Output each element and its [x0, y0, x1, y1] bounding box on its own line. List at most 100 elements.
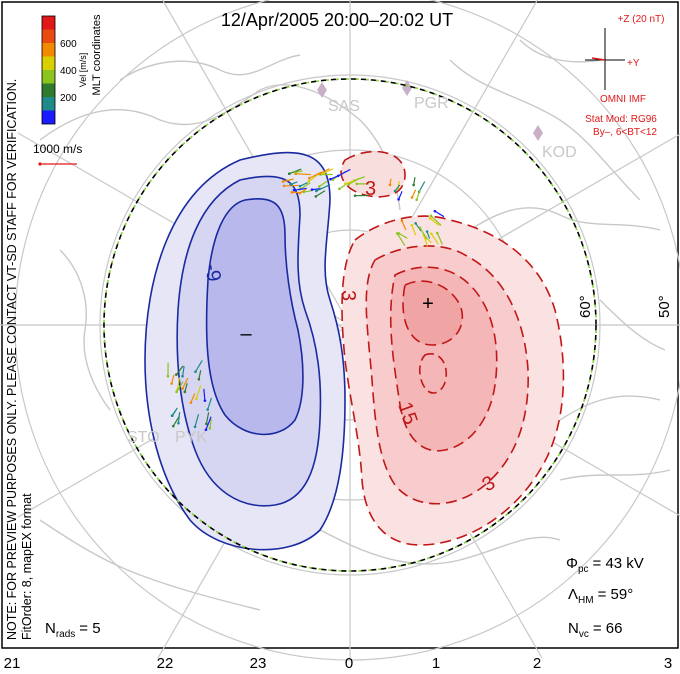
colorbar-ticks: 600 400 200 [60, 39, 77, 104]
radar-count: Nrads = 5 [45, 620, 101, 640]
station-marker-sas [317, 82, 327, 98]
velocity-vector-origin [170, 414, 174, 417]
velocity-vector-origin [205, 422, 208, 426]
colorbar-swatch [42, 56, 55, 70]
velocity-vector-origin [290, 191, 294, 194]
velocity-vector-origin [195, 397, 198, 401]
velocity-vector [171, 374, 175, 384]
velocity-vector-origin [310, 188, 314, 191]
velocity-vector [323, 168, 334, 174]
mlt-tick-23: 23 [250, 655, 267, 672]
velocity-vector [423, 235, 429, 247]
velocity-vector-origin [412, 183, 415, 187]
velocity-vector [203, 388, 206, 401]
colorbar-swatch [42, 43, 55, 57]
velocity-vector [207, 397, 213, 410]
velocity-vector [282, 178, 294, 183]
velocity-vector-origin [425, 230, 429, 233]
station-label-sto: STO [127, 429, 160, 446]
velocity-vector-origin [166, 374, 170, 378]
velocity-vector-origin [292, 188, 296, 192]
velocity-vector [396, 233, 406, 246]
velocity-vector [429, 217, 440, 226]
fit-order-note: FitOrder: 8, mapEX format [20, 493, 34, 640]
velocity-vector [398, 190, 403, 200]
velocity-vector [205, 412, 210, 424]
velocity-vector [345, 179, 355, 185]
velocity-vector-origin [307, 179, 311, 183]
velocity-vector-origin [353, 194, 357, 197]
hm-latitude: ΛHM = 59° [568, 586, 633, 606]
velocity-vector-origin [347, 182, 351, 186]
velocity-vector [315, 190, 326, 197]
velocity-vector-origin [298, 184, 302, 188]
velocity-vector [319, 168, 330, 175]
colorbar-tick-400: 400 [60, 66, 77, 77]
velocity-vector [293, 187, 307, 191]
map-title: 12/Apr/2005 20:00–20:02 UT [221, 10, 453, 30]
colorbar-unit-label: Vel [m/s] [78, 53, 88, 88]
velocity-vector-origin [397, 198, 400, 201]
velocity-vector-origin [181, 387, 184, 390]
colorbar-swatch [42, 29, 55, 43]
velocity-vector [295, 173, 312, 176]
potential-max-marker: + [422, 293, 434, 315]
velocity-vector-origin [415, 198, 418, 202]
velocity-vector-origin [289, 183, 292, 186]
station-labels: SAS PGR KOD STO PYK [127, 95, 577, 446]
velocity-vector [330, 175, 338, 180]
velocity-vector [176, 381, 184, 393]
velocity-vector-origin [418, 226, 422, 230]
velocity-vector [411, 225, 417, 236]
negative-potential-cell [144, 151, 346, 551]
velocity-vector [434, 210, 445, 218]
colorbar-swatch [42, 16, 55, 30]
velocity-vector-origin [208, 427, 212, 430]
preview-note: NOTE: FOR PREVIEW PURPOSES ONLY. PLEASE … [5, 79, 19, 640]
station-label-sas: SAS [328, 98, 360, 115]
velocity-vector [353, 176, 366, 182]
velocity-vector [299, 182, 311, 190]
velocity-vector-origin [344, 182, 347, 186]
mlt-tick-0: 0 [345, 655, 353, 672]
velocity-vector-origin [197, 377, 201, 381]
velocity-vector-origin [395, 232, 399, 235]
velocity-colorbar [41, 15, 56, 125]
mlt-tick-3: 3 [664, 655, 672, 672]
velocity-vector [416, 189, 421, 200]
station-label-kod: KOD [542, 144, 577, 161]
velocity-vector-origin [388, 183, 392, 187]
velocity-vector [430, 233, 439, 245]
velocity-vectors [166, 168, 445, 432]
velocity-vector-origin [307, 176, 311, 180]
velocity-vector [284, 184, 299, 187]
mlt-tick-1: 1 [432, 655, 440, 672]
stat-model-bin-label: By–, 6<BT<12 [593, 127, 657, 138]
positive-potential-cell [340, 150, 565, 546]
velocity-vector [177, 412, 181, 424]
vector-count: Nvc = 66 [568, 620, 622, 640]
velocity-vector-origin [175, 390, 178, 394]
latitude-label-50: 50° [656, 295, 673, 318]
velocity-vector-origin [194, 370, 197, 373]
hm-boundary-highlight [103, 78, 597, 572]
velocity-vector [401, 220, 407, 231]
reference-vector-origin [38, 162, 42, 166]
velocity-vector [194, 414, 200, 427]
velocity-vector-origin [183, 390, 187, 394]
velocity-vector [190, 393, 196, 403]
coordinate-system-label: MLT coordinates [91, 14, 103, 95]
velocity-vector-origin [203, 399, 207, 402]
velocity-vector-origin [193, 425, 197, 429]
colorbar-swatch [42, 110, 55, 124]
velocity-vector-origin [181, 374, 184, 378]
velocity-vector-origin [433, 209, 437, 213]
velocity-vector [318, 180, 328, 188]
stat-model-label: Stat Mod: RG96 [585, 114, 657, 125]
velocity-vector [198, 370, 202, 380]
velocity-vector [436, 232, 443, 245]
imf-z-label: +Z (20 nT) [618, 14, 665, 25]
velocity-vector-origin [414, 222, 417, 225]
station-label-pgr: PGR [414, 95, 449, 112]
